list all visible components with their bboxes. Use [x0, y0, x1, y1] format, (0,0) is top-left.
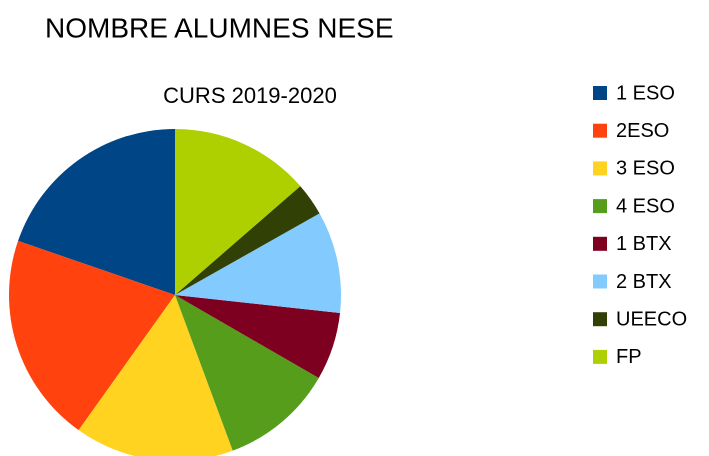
- legend-swatch: [593, 274, 607, 289]
- pie-slice: [175, 213, 341, 313]
- legend-label: 2 BTX: [616, 271, 672, 293]
- legend-swatch: [593, 86, 607, 100]
- pie-slice: [18, 129, 176, 295]
- pie-slice: [175, 295, 319, 451]
- legend-swatch: [593, 349, 607, 364]
- legend-label: FP: [616, 346, 642, 368]
- legend-swatch: [593, 312, 607, 327]
- legend-label: UEECO: [616, 308, 687, 330]
- legend-label: 1 BTX: [616, 233, 672, 255]
- legend-swatch: [593, 123, 607, 138]
- pie-slice: [175, 186, 320, 295]
- pie-slice: [78, 295, 233, 456]
- legend-label: 2ESO: [616, 120, 669, 142]
- legend-swatch: [593, 199, 607, 214]
- legend-label: 3 ESO: [616, 158, 675, 180]
- pie-slice: [8, 240, 176, 431]
- chart-title: NOMBRE ALUMNES NESE: [45, 12, 394, 43]
- legend-swatch: [593, 161, 607, 176]
- pie-slice: [175, 129, 301, 295]
- legend-swatch: [593, 236, 607, 251]
- legend-label: 4 ESO: [616, 195, 675, 217]
- chart-subtitle: CURS 2019-2020: [163, 83, 337, 108]
- pie-slice: [175, 295, 341, 378]
- legend-label: 1 ESO: [616, 82, 675, 104]
